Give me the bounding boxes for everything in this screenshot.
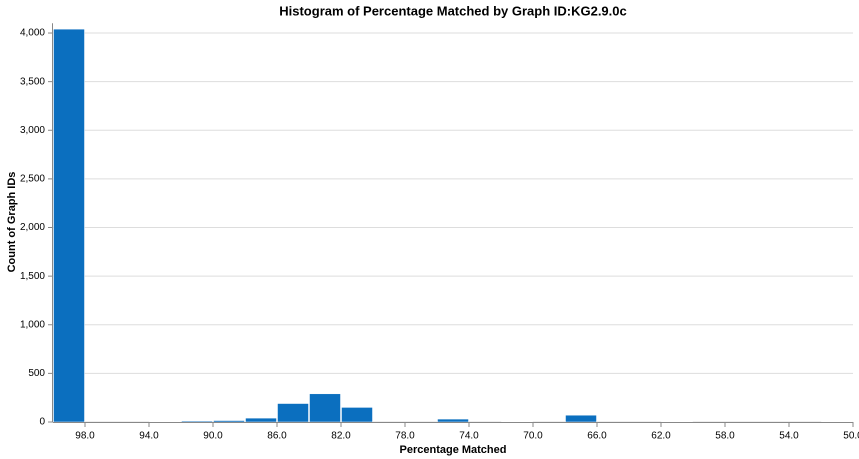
bar: [341, 407, 373, 423]
x-tick-label: 74.0: [459, 431, 479, 442]
y-tick-label: 3,000: [20, 125, 45, 136]
y-tick-label: 2,500: [20, 174, 45, 185]
x-tick-label: 66.0: [587, 431, 607, 442]
x-tick-label: 98.0: [75, 431, 95, 442]
y-tick-label: 1,000: [20, 319, 45, 330]
x-tick-label: 58.0: [715, 431, 735, 442]
x-tick-label: 94.0: [139, 431, 159, 442]
bar: [309, 393, 341, 423]
bar: [277, 403, 309, 423]
y-tick-label: 3,500: [20, 76, 45, 87]
x-axis-title: Percentage Matched: [400, 444, 507, 456]
y-tick-label: 2,000: [20, 222, 45, 233]
y-tick-label: 0: [39, 417, 45, 428]
bar: [437, 418, 469, 423]
x-tick-label: 70.0: [523, 431, 543, 442]
y-tick-label: 1,500: [20, 271, 45, 282]
y-axis-title: Count of Graph IDs: [6, 172, 18, 273]
bar: [245, 417, 277, 423]
x-tick-label: 50.0: [843, 431, 859, 442]
bar: [565, 414, 597, 423]
x-tick-label: 78.0: [395, 431, 415, 442]
x-tick-label: 62.0: [651, 431, 671, 442]
x-tick-label: 82.0: [331, 431, 351, 442]
x-tick-label: 54.0: [779, 431, 799, 442]
bar: [213, 420, 245, 423]
bar: [181, 420, 213, 423]
x-tick-label: 90.0: [203, 431, 223, 442]
y-tick-label: 500: [28, 368, 45, 379]
x-tick-label: 86.0: [267, 431, 287, 442]
chart-title: Histogram of Percentage Matched by Graph…: [279, 3, 626, 18]
y-tick-label: 4,000: [20, 28, 45, 39]
bar: [53, 28, 85, 423]
